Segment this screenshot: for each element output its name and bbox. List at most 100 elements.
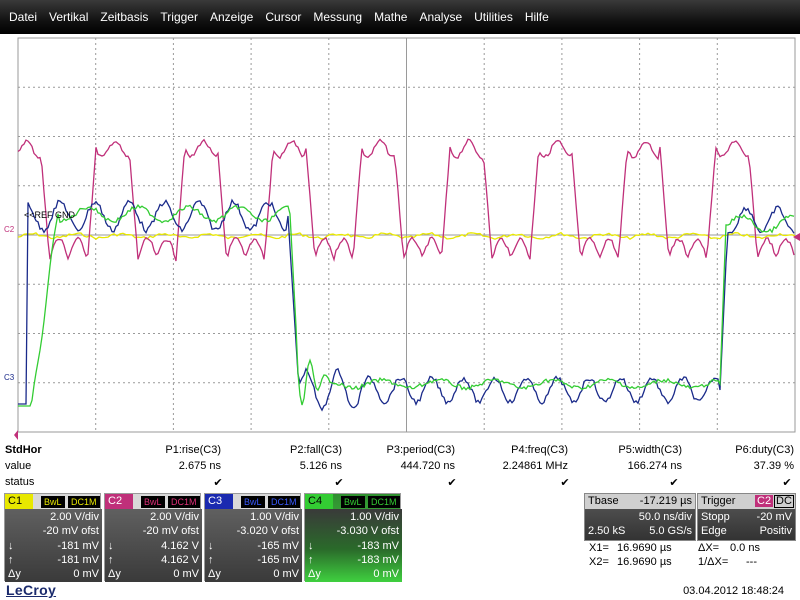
c1-scale: 2.00 V/div (50, 511, 99, 523)
c3-min: -165 mV (257, 540, 299, 552)
trace-c3 (18, 198, 795, 412)
c4-scale: 1.00 V/div (350, 511, 399, 523)
c2-name[interactable]: C2 (105, 494, 133, 509)
menu-datei[interactable]: Datei (9, 10, 38, 24)
p2-status-check-icon: ✔ (334, 477, 344, 489)
timebase-label: Tbase (588, 495, 619, 507)
status-label: status (5, 476, 35, 488)
p5-value: 166.274 ns (627, 460, 682, 472)
menu-messung[interactable]: Messung (313, 10, 363, 24)
c3-coupling-tag: DC1M (268, 496, 300, 508)
timebase-samples: 2.50 kS (588, 525, 626, 537)
c3-bwl-tag: BwL (241, 496, 265, 508)
cursor-readout[interactable]: X1= 16.9690 µs ΔX= 0.0 ns X2= 16.9690 µs… (584, 542, 800, 576)
graticule (17, 37, 796, 433)
c3-dy-label: Δy (208, 568, 221, 580)
p4-status-check-icon: ✔ (560, 477, 570, 489)
c4-dy-label: Δy (308, 568, 321, 580)
p1-name[interactable]: P1:rise(C3) (165, 444, 221, 456)
menu-anzeige[interactable]: Anzeige (209, 10, 254, 24)
c2-body: 2.00 V/div -20 mV ofst ↓ 4.162 V ↑ 4.162… (105, 509, 202, 582)
channel-box-c4[interactable]: C4 BwL DC1M 1.00 V/div -3.030 V ofst ↓ -… (304, 493, 402, 582)
p6-value: 37.39 % (753, 460, 794, 472)
p2-name[interactable]: P2:fall(C3) (290, 444, 342, 456)
measure-name-row: StdHor P1:rise(C3) P2:fall(C3) P3:period… (0, 444, 800, 460)
menu-hilfe[interactable]: Hilfe (524, 10, 549, 24)
menu-analyse[interactable]: Analyse (419, 10, 463, 24)
p4-name[interactable]: P4:freq(C3) (511, 444, 568, 456)
channel-box-c3[interactable]: C3 BwL DC1M 1.00 V/div -3.020 V ofst ↓ -… (204, 493, 302, 582)
p1-status-check-icon: ✔ (213, 477, 223, 489)
c3-min-arrow-icon: ↓ (208, 540, 214, 552)
menu-zeitbasis[interactable]: Zeitbasis (100, 10, 149, 24)
c3-name[interactable]: C3 (205, 494, 233, 509)
p4-value: 2.24861 MHz (502, 460, 568, 472)
channel-box-c1[interactable]: C1 BwL DC1M 2.00 V/div -20 mV ofst ↓ -18… (4, 493, 102, 582)
x1-value: 16.9690 µs (617, 542, 672, 554)
timebase-rate: 5.0 GS/s (649, 525, 692, 537)
trigger-type: Edge (701, 525, 727, 537)
c2-bwl-tag: BwL (141, 496, 165, 508)
menu-trigger[interactable]: Trigger (160, 10, 198, 24)
stdhor-label: StdHor (5, 444, 42, 456)
traces (17, 138, 796, 412)
p5-status-check-icon: ✔ (669, 477, 679, 489)
c1-coupling-tag: DC1M (68, 496, 100, 508)
p1-value: 2.675 ns (178, 460, 221, 472)
x2-label: X2= (589, 556, 609, 568)
trigger-level-arrow-icon[interactable] (793, 233, 800, 241)
c4-header: C4 BwL DC1M (305, 494, 402, 509)
c3-body: 1.00 V/div -3.020 V ofst ↓ -165 mV ↑ -16… (205, 509, 302, 582)
waveform-display[interactable]: <<REF GND C2 C3 (0, 34, 800, 440)
p5-name[interactable]: P5:width(C3) (618, 444, 682, 456)
c4-offset: -3.030 V ofst (336, 525, 399, 537)
trigger-source: C2 (755, 495, 774, 507)
p6-status-check-icon: ✔ (782, 477, 792, 489)
p2-value: 5.126 ns (299, 460, 342, 472)
c2-min-arrow-icon: ↓ (108, 540, 114, 552)
c2-header: C2 BwL DC1M (105, 494, 202, 509)
trigger-panel[interactable]: Trigger C2 DC Stopp -20 mV Edge Positiv (697, 493, 796, 541)
c1-name[interactable]: C1 (5, 494, 33, 509)
c4-min: -183 mV (357, 540, 399, 552)
c3-offset: -3.020 V ofst (236, 525, 299, 537)
c2-scale: 2.00 V/div (150, 511, 199, 523)
waveform-grid[interactable]: <<REF GND C2 C3 (0, 34, 800, 440)
c4-max-arrow-icon: ↑ (308, 554, 314, 566)
trigger-slope: Positiv (759, 525, 792, 537)
c4-min-arrow-icon: ↓ (308, 540, 314, 552)
p3-value: 444.720 ns (400, 460, 455, 472)
dx-value: 0.0 ns (730, 542, 760, 554)
c3-dy: 0 mV (273, 568, 299, 580)
trace-c4 (18, 203, 795, 407)
c2-max: 4.162 V (161, 554, 199, 566)
c4-name[interactable]: C4 (305, 494, 333, 509)
c4-coupling-tag: DC1M (368, 496, 400, 508)
c2-level-marker[interactable]: C2 (4, 225, 15, 234)
trigger-coupling: DC (774, 495, 794, 508)
c4-bwl-tag: BwL (341, 496, 365, 508)
c1-min-arrow-icon: ↓ (8, 540, 14, 552)
c1-body: 2.00 V/div -20 mV ofst ↓ -181 mV ↑ -181 … (5, 509, 102, 582)
c1-bwl-tag: BwL (41, 496, 65, 508)
timebase-scale: 50.0 ns/div (638, 511, 692, 523)
c2-min: 4.162 V (161, 540, 199, 552)
x2-value: 16.9690 µs (617, 556, 672, 568)
dx-label: ΔX= (698, 542, 720, 554)
c1-dy: 0 mV (73, 568, 99, 580)
x1-label: X1= (589, 542, 609, 554)
menu-mathe[interactable]: Mathe (374, 10, 408, 24)
p6-name[interactable]: P6:duty(C3) (735, 444, 794, 456)
measurement-table[interactable]: StdHor P1:rise(C3) P2:fall(C3) P3:period… (0, 442, 800, 492)
menu-utilities[interactable]: Utilities (474, 10, 513, 24)
channel-box-c2[interactable]: C2 BwL DC1M 2.00 V/div -20 mV ofst ↓ 4.1… (104, 493, 202, 582)
trigger-position-arrow-icon[interactable] (14, 430, 18, 440)
menu-vertikal[interactable]: Vertikal (49, 10, 89, 24)
trigger-header: Trigger C2 DC (698, 494, 795, 509)
c4-dy: 0 mV (373, 568, 399, 580)
p3-name[interactable]: P3:period(C3) (386, 444, 455, 456)
timebase-panel[interactable]: Tbase -17.219 µs 50.0 ns/div 2.50 kS 5.0… (584, 493, 696, 541)
menu-cursor[interactable]: Cursor (265, 10, 302, 24)
c3-level-marker[interactable]: C3 (4, 373, 15, 382)
